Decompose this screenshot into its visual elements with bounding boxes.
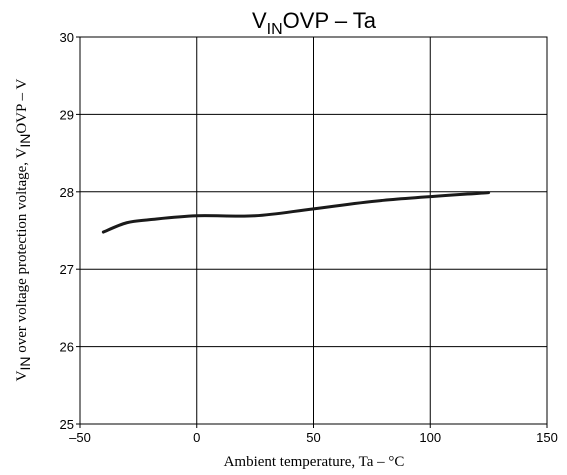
x-tick-label: 100 <box>419 430 441 445</box>
x-tick-label: 0 <box>193 430 200 445</box>
chart-title: VINOVP – Ta <box>252 8 377 38</box>
grid <box>80 37 547 424</box>
ticks: –50 0 50 100 150 25 26 27 28 29 30 <box>60 30 558 445</box>
y-tick-label: 30 <box>60 30 74 45</box>
series <box>101 191 491 234</box>
y-tick-label: 28 <box>60 185 74 200</box>
y-tick-label: 29 <box>60 107 74 122</box>
x-tick-label: 150 <box>536 430 558 445</box>
x-axis-label: Ambient temperature, Ta – °C <box>224 454 405 470</box>
y-tick-label: 26 <box>60 340 74 355</box>
y-tick-label: 27 <box>60 262 74 277</box>
x-tick-label: –50 <box>69 430 91 445</box>
y-axis-label: VIN over voltage protection voltage, VIN… <box>14 78 33 381</box>
y-tick-label: 25 <box>60 417 74 432</box>
x-tick-label: 50 <box>306 430 320 445</box>
series-line <box>101 191 491 234</box>
